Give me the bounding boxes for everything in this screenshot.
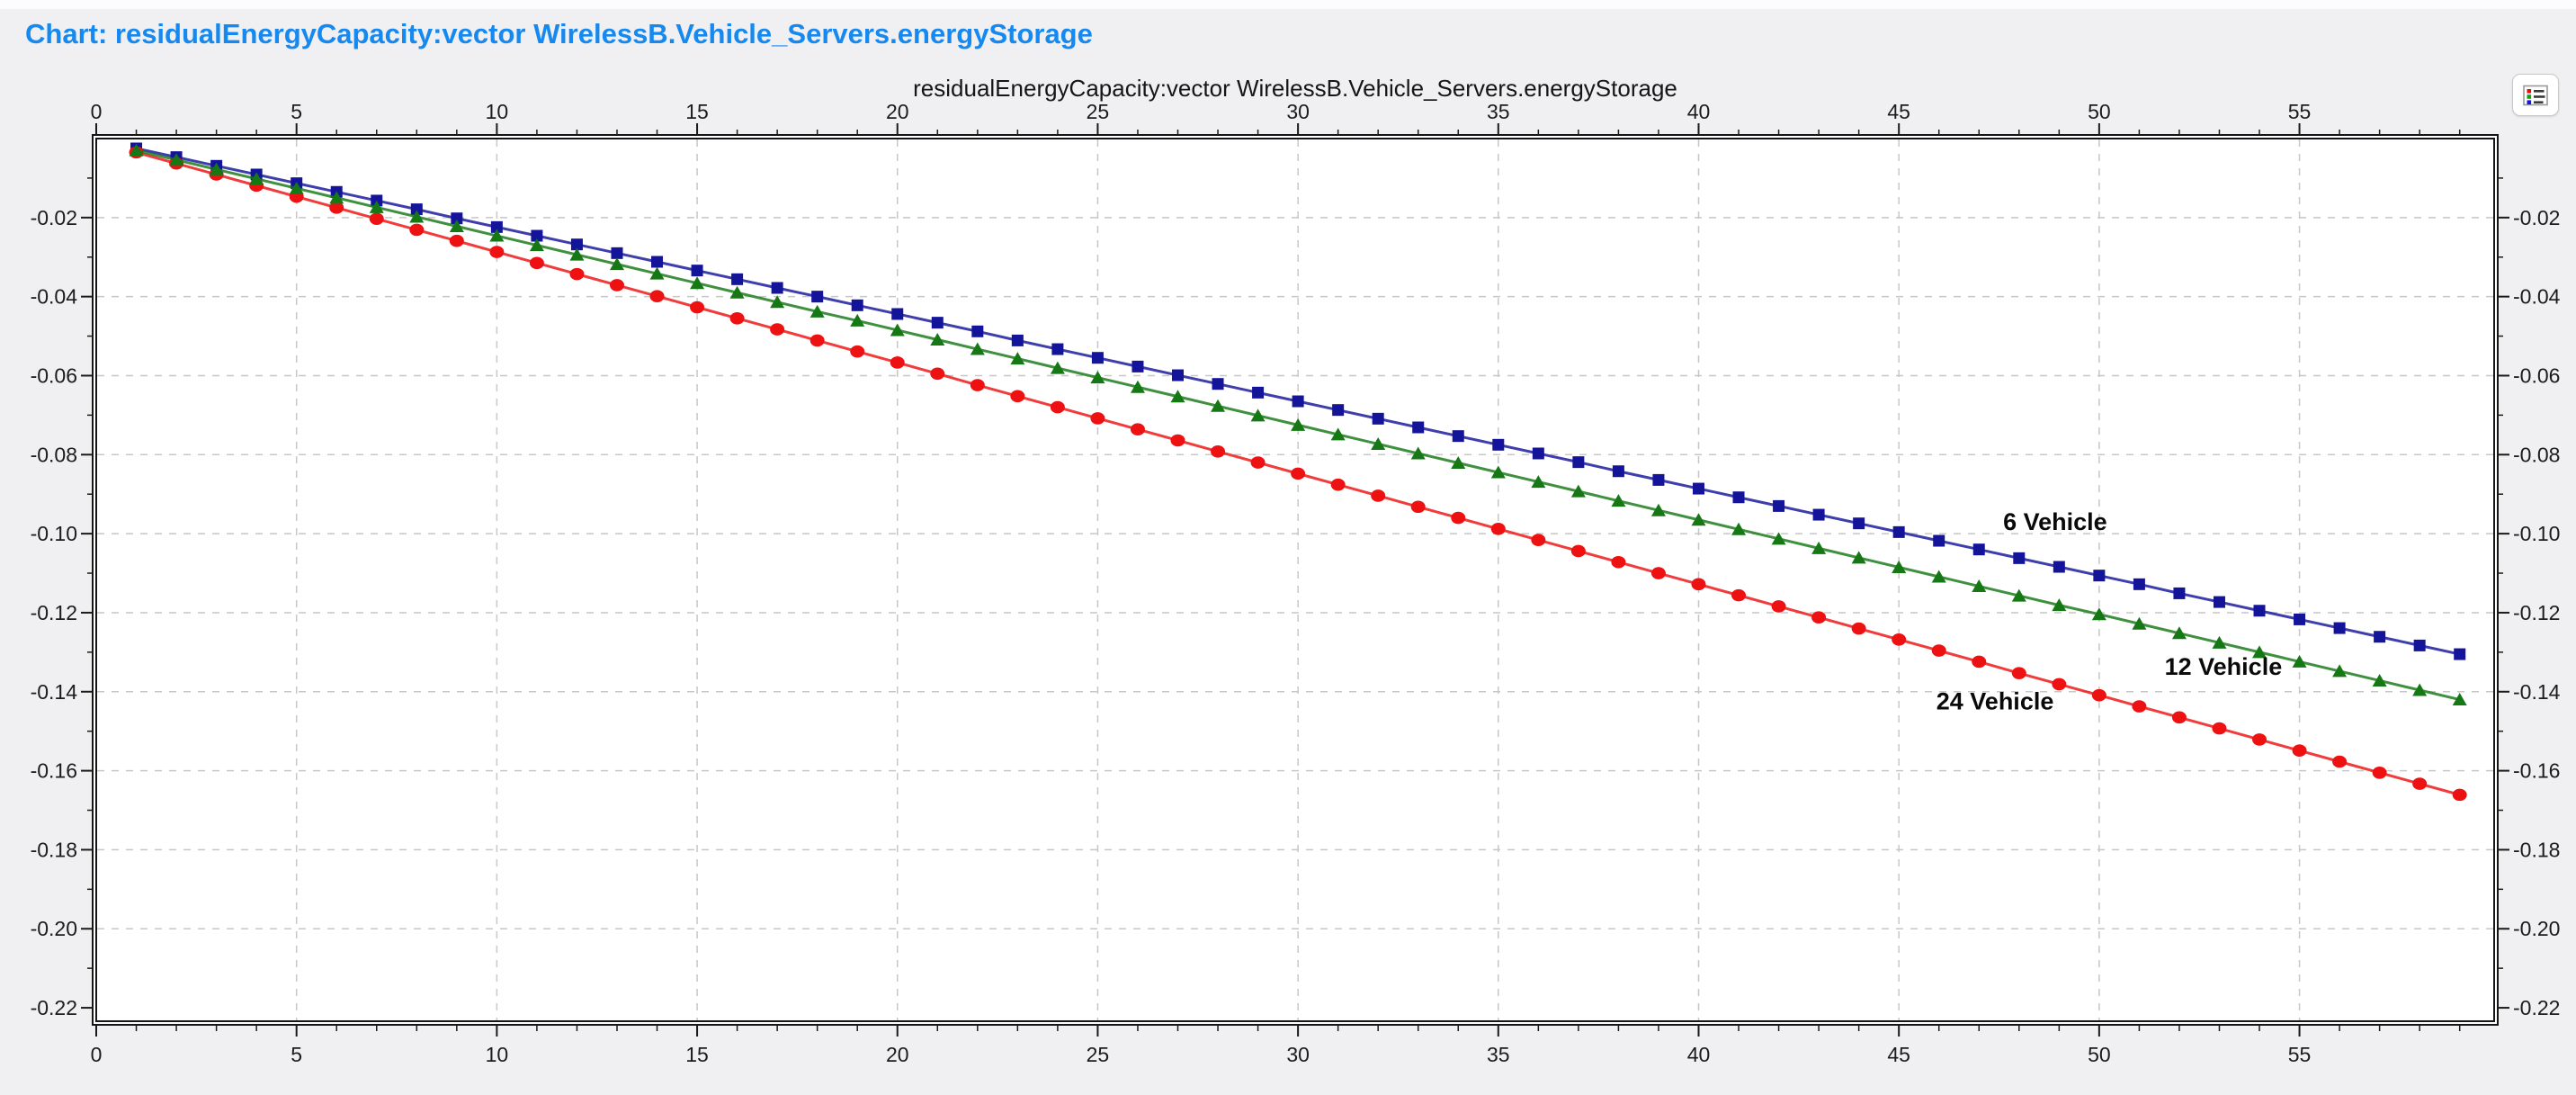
x-tick-label-top: 5: [291, 100, 302, 123]
y-tick-label-right: -0.14: [2513, 680, 2561, 704]
x-tick-label-bottom: 15: [685, 1043, 709, 1066]
x-tick-label-top: 25: [1087, 100, 1110, 123]
x-tick-label-top: 45: [1887, 100, 1910, 123]
y-tick-label-left: -0.12: [31, 601, 77, 624]
axis-ticks: [81, 123, 2509, 1037]
x-tick-label-top: 50: [2088, 100, 2111, 123]
y-tick-label-right: -0.16: [2513, 759, 2560, 783]
y-tick-label-left: -0.04: [31, 285, 78, 309]
x-tick-label-top: 0: [91, 100, 103, 123]
page-title: Chart: residualEnergyCapacity:vector Wir…: [25, 18, 1093, 49]
y-tick-label-left: -0.20: [31, 917, 77, 940]
y-tick-label-right: -0.18: [2513, 838, 2560, 861]
y-tick-label-right: -0.10: [2513, 522, 2560, 545]
x-tick-label-bottom: 30: [1286, 1043, 1310, 1066]
y-tick-label-right: -0.12: [2513, 601, 2560, 624]
x-tick-label-top: 40: [1687, 100, 1711, 123]
y-tick-label-left: -0.02: [31, 206, 77, 229]
y-tick-label-left: -0.06: [31, 364, 77, 387]
y-tick-label-left: -0.14: [31, 680, 78, 704]
series-label-24-vehicle: 24 Vehicle: [1936, 688, 2054, 715]
x-tick-label-bottom: 0: [91, 1043, 103, 1066]
x-tick-label-bottom: 20: [886, 1043, 909, 1066]
x-tick-label-top: 35: [1487, 100, 1510, 123]
y-tick-label-right: -0.02: [2513, 206, 2560, 229]
x-tick-label-top: 20: [886, 100, 909, 123]
series-markers: [129, 143, 2467, 706]
series-6-vehicle: [130, 142, 2466, 660]
x-tick-label-bottom: 40: [1687, 1043, 1711, 1066]
y-tick-label-left: -0.08: [31, 443, 77, 466]
series-markers: [130, 142, 2466, 660]
x-tick-label-bottom: 35: [1487, 1043, 1510, 1066]
x-tick-label-bottom: 55: [2288, 1043, 2312, 1066]
x-tick-label-bottom: 5: [291, 1043, 302, 1066]
x-tick-label-bottom: 10: [486, 1043, 509, 1066]
chart-title: residualEnergyCapacity:vector WirelessB.…: [913, 75, 1677, 102]
y-tick-label-left: -0.18: [31, 838, 77, 861]
y-tick-label-right: -0.20: [2513, 917, 2560, 940]
x-tick-label-top: 10: [486, 100, 509, 123]
y-tick-label-left: -0.16: [31, 759, 77, 783]
y-tick-label-right: -0.22: [2513, 996, 2560, 1019]
series-12-vehicle: [129, 143, 2467, 706]
x-tick-label-top: 30: [1286, 100, 1310, 123]
x-tick-label-bottom: 50: [2088, 1043, 2111, 1066]
legend-icon: [2523, 85, 2548, 105]
y-tick-label-left: -0.10: [31, 522, 77, 545]
x-tick-label-bottom: 45: [1887, 1043, 1910, 1066]
y-tick-label-right: -0.08: [2513, 443, 2560, 466]
legend-button[interactable]: [2512, 74, 2559, 116]
x-tick-label-top: 55: [2288, 100, 2312, 123]
x-tick-label-bottom: 25: [1087, 1043, 1110, 1066]
series-label-12-vehicle: 12 Vehicle: [2165, 653, 2283, 680]
y-tick-label-right: -0.04: [2513, 285, 2561, 309]
y-tick-label-right: -0.06: [2513, 364, 2560, 387]
axis-labels: 0055101015152020252530303535404045455050…: [31, 100, 2561, 1066]
gridlines: [97, 139, 2493, 1020]
x-tick-label-top: 15: [685, 100, 709, 123]
series-label-6-vehicle: 6 Vehicle: [2003, 508, 2107, 535]
y-tick-label-left: -0.22: [31, 996, 77, 1019]
